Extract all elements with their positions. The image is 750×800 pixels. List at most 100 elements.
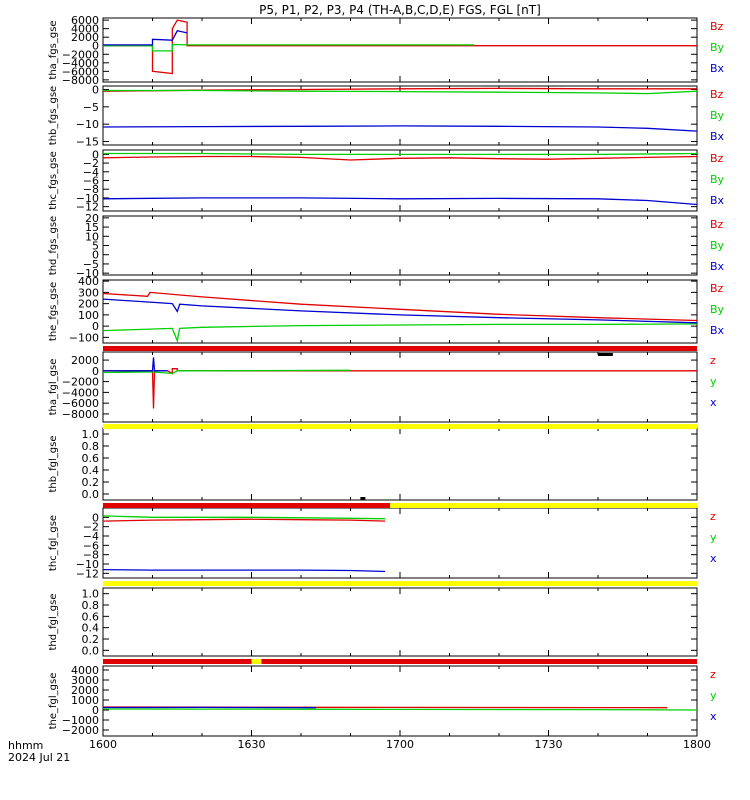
y-tick-label: −6000 bbox=[62, 65, 99, 78]
legend-Bx: Bx bbox=[710, 324, 725, 337]
y-tick-label: −12 bbox=[76, 201, 99, 214]
panel-frame bbox=[102, 507, 698, 579]
y-tick-label: −12 bbox=[76, 567, 99, 580]
legend-Bz: Bz bbox=[710, 88, 724, 101]
series-y bbox=[102, 708, 698, 711]
y-tick-label: −2000 bbox=[62, 48, 99, 61]
y-axis-label: the_fgl_gse bbox=[48, 673, 59, 730]
y-tick-label: 0.0 bbox=[82, 488, 100, 501]
series-y bbox=[102, 369, 351, 375]
panel-thb_fgl_gse: 0.00.20.40.60.81.0 thb_fgl_gse bbox=[48, 427, 698, 501]
y-tick-label: 0 bbox=[92, 249, 99, 262]
y-axis-label: thd_fgs_gse bbox=[48, 216, 59, 275]
y-tick-label: 100 bbox=[78, 309, 99, 322]
y-tick-label: 20 bbox=[85, 212, 99, 225]
panel-thb_fgs_gse: −15 −10 −5 0 thb_fgs_gse Bz By Bx bbox=[48, 83, 725, 148]
panel-frame bbox=[102, 665, 698, 737]
chart-title: P5, P1, P2, P3, P4 (TH-A,B,C,D,E) FGS, F… bbox=[259, 3, 541, 17]
y-tick-label: −2 bbox=[83, 157, 99, 170]
legend-z: z bbox=[710, 354, 716, 367]
legend-By: By bbox=[710, 303, 725, 316]
status-segment bbox=[598, 353, 613, 356]
status-bar bbox=[103, 659, 697, 664]
y-tick-label: 0.4 bbox=[82, 464, 100, 477]
panel-frame bbox=[102, 17, 698, 83]
y-tick-label: −2 bbox=[83, 521, 99, 534]
legend-Bx: Bx bbox=[710, 194, 725, 207]
y-tick-label: 0 bbox=[92, 148, 99, 161]
status-segment bbox=[103, 424, 697, 429]
status-segment bbox=[390, 503, 697, 508]
y-tick-label: −8000 bbox=[62, 408, 99, 421]
series-By bbox=[103, 43, 475, 52]
status-segment bbox=[261, 659, 697, 664]
y-tick-label: 1000 bbox=[71, 694, 99, 707]
legend-Bz: Bz bbox=[710, 218, 724, 231]
y-tick-label: 15 bbox=[85, 221, 99, 234]
status-bar bbox=[103, 424, 697, 429]
y-axis-label: thd_fgl_gse bbox=[48, 594, 59, 651]
legend-y: y bbox=[710, 531, 717, 544]
y-tick-label: 0.8 bbox=[82, 440, 100, 453]
x-tick-label: 1600 bbox=[89, 738, 117, 751]
series-By bbox=[103, 89, 698, 95]
series-Bz bbox=[102, 155, 698, 161]
y-axis-label: tha_fgl_gse bbox=[48, 359, 59, 416]
y-tick-label: 0 bbox=[92, 704, 99, 717]
status-segment bbox=[103, 503, 391, 508]
y-tick-label: 4000 bbox=[71, 23, 99, 36]
legend-By: By bbox=[710, 41, 725, 54]
panel-thc_fgs_gse: −12−10−8−6−4−20 thc_fgs_gse Bz By Bx bbox=[48, 148, 725, 213]
date-label: 2024 Jul 21 bbox=[8, 751, 70, 764]
panel-frame bbox=[102, 279, 698, 344]
y-tick-label: 0 bbox=[92, 320, 99, 333]
status-segment bbox=[103, 581, 697, 586]
x-tick-label: 1630 bbox=[238, 738, 266, 751]
y-tick-label: 3000 bbox=[71, 674, 99, 687]
status-bar bbox=[103, 346, 697, 356]
status-segment bbox=[103, 346, 697, 351]
y-tick-label: −6000 bbox=[62, 397, 99, 410]
legend-Bz: Bz bbox=[710, 282, 724, 295]
legend-Bx: Bx bbox=[710, 62, 725, 75]
y-tick-label: 4000 bbox=[71, 664, 99, 677]
y-tick-label: −5 bbox=[83, 258, 99, 271]
y-tick-label: 1.0 bbox=[82, 428, 100, 441]
panel-frame bbox=[102, 427, 698, 501]
series-Bx bbox=[103, 30, 188, 46]
y-tick-label: −10 bbox=[76, 267, 99, 280]
y-tick-label: −8 bbox=[83, 549, 99, 562]
y-tick-label: −2000 bbox=[62, 724, 99, 737]
y-tick-label: 0.2 bbox=[82, 633, 100, 646]
x-tick-label: 1730 bbox=[535, 738, 563, 751]
y-axis-label: the_fgs_gse bbox=[48, 282, 59, 341]
legend-Bz: Bz bbox=[710, 152, 724, 165]
y-tick-label: −10 bbox=[76, 118, 99, 131]
y-tick-label: 0.6 bbox=[82, 452, 100, 465]
panel-thc_fgl_gse: −12−10−8−6−4−20 thc_fgl_gse zyx bbox=[48, 507, 717, 580]
panel-frame bbox=[102, 149, 698, 212]
y-tick-label: −4 bbox=[83, 530, 99, 543]
y-tick-label: 6000 bbox=[71, 14, 99, 27]
y-tick-label: 1.0 bbox=[82, 588, 100, 601]
y-tick-label: −6 bbox=[83, 539, 99, 552]
status-bar bbox=[103, 581, 697, 586]
y-tick-label: −8000 bbox=[62, 74, 99, 87]
series-z bbox=[103, 368, 697, 409]
y-tick-label: −2000 bbox=[62, 376, 99, 389]
status-segment bbox=[103, 659, 252, 664]
y-tick-label: −4000 bbox=[62, 57, 99, 70]
y-tick-label: −6 bbox=[83, 175, 99, 188]
panel-frame bbox=[102, 215, 698, 276]
legend-By: By bbox=[710, 109, 725, 122]
y-axis-label: thc_fgs_gse bbox=[48, 151, 59, 210]
status-segment bbox=[360, 497, 366, 500]
y-tick-label: 400 bbox=[78, 275, 99, 288]
legend-z: z bbox=[710, 510, 716, 523]
panel-frame bbox=[102, 85, 698, 146]
legend-Bz: Bz bbox=[710, 20, 724, 33]
